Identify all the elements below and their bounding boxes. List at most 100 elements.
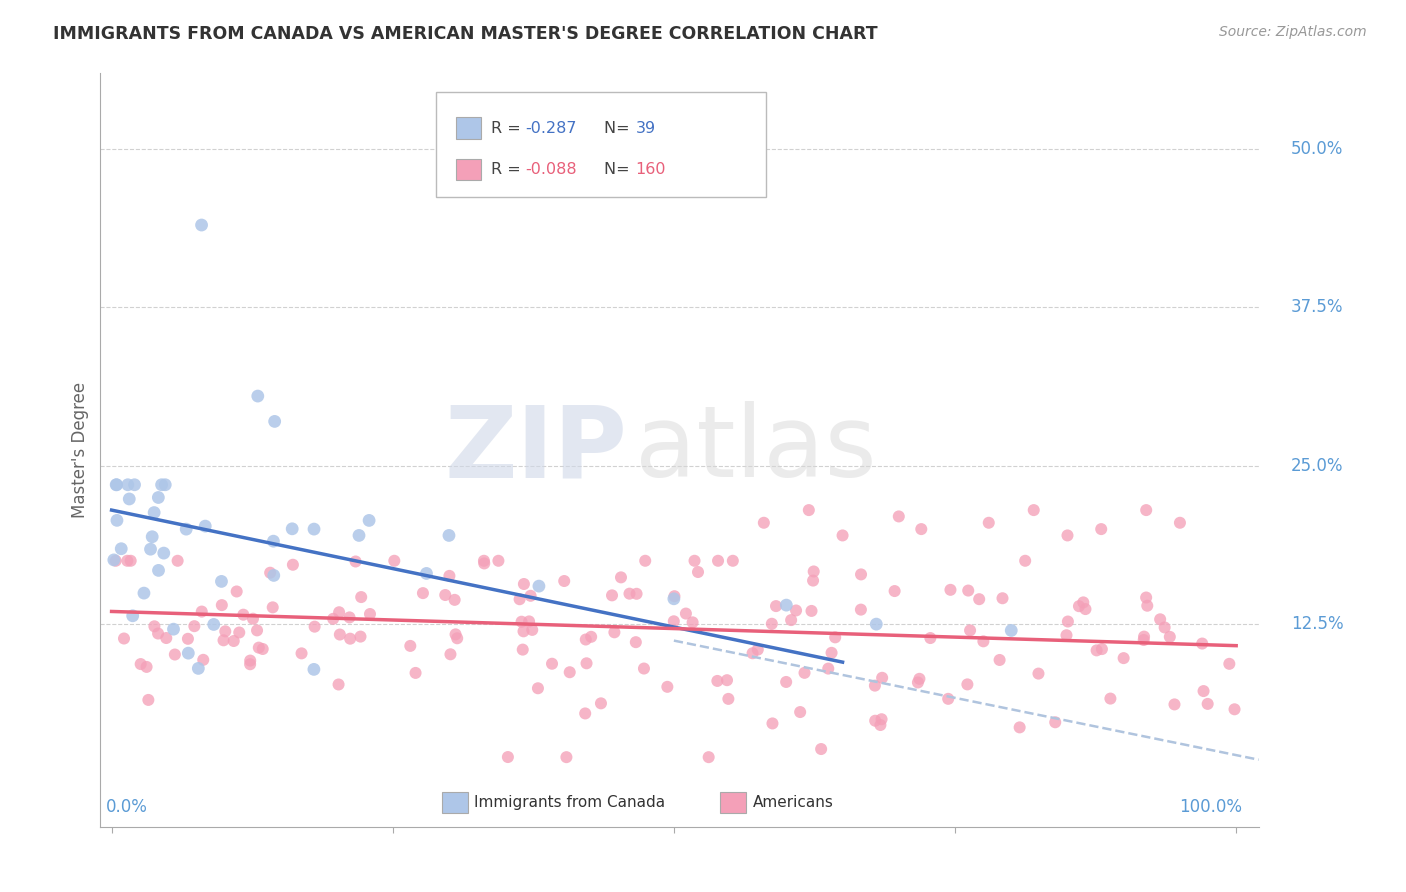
Point xyxy=(870,712,893,726)
Point xyxy=(1028,666,1050,681)
Point xyxy=(290,646,312,660)
Point xyxy=(155,477,177,491)
Point xyxy=(512,642,534,657)
Point xyxy=(991,591,1014,606)
Point xyxy=(399,639,422,653)
Point xyxy=(163,648,186,662)
Point xyxy=(302,522,325,536)
Point xyxy=(1223,702,1246,716)
Point xyxy=(302,662,325,676)
Point xyxy=(657,680,679,694)
Point xyxy=(721,554,744,568)
Point xyxy=(775,598,797,612)
Point xyxy=(747,642,769,657)
Point xyxy=(202,617,225,632)
Point xyxy=(793,665,815,680)
Point xyxy=(519,589,541,603)
Text: Immigrants from Canada: Immigrants from Canada xyxy=(474,796,665,810)
Point xyxy=(1168,516,1191,530)
Point xyxy=(143,619,166,633)
Point xyxy=(222,634,245,648)
Point xyxy=(105,477,128,491)
Point xyxy=(496,750,519,764)
Point xyxy=(143,506,166,520)
Point xyxy=(183,619,205,633)
Point xyxy=(174,522,197,536)
Point xyxy=(717,692,740,706)
Point xyxy=(936,691,959,706)
Point xyxy=(1045,715,1067,730)
Point xyxy=(1056,528,1078,542)
Point xyxy=(1074,602,1097,616)
Point xyxy=(141,530,163,544)
Point xyxy=(148,491,170,505)
Point xyxy=(801,574,824,588)
Point xyxy=(263,568,285,582)
Point xyxy=(166,554,188,568)
Text: 50.0%: 50.0% xyxy=(1291,140,1344,158)
Point xyxy=(1057,615,1080,629)
Y-axis label: Master's Degree: Master's Degree xyxy=(72,382,89,518)
Text: R =: R = xyxy=(491,120,526,136)
Point xyxy=(193,653,215,667)
Point xyxy=(579,630,602,644)
Point xyxy=(1135,591,1157,605)
Text: N=: N= xyxy=(605,120,636,136)
Point xyxy=(139,542,162,557)
Point xyxy=(610,570,633,584)
Point xyxy=(339,610,361,624)
Point xyxy=(135,660,157,674)
Point xyxy=(211,574,233,589)
Point xyxy=(697,750,720,764)
Point xyxy=(1132,633,1154,648)
Point xyxy=(259,566,281,580)
Point xyxy=(517,615,540,629)
Point xyxy=(242,612,264,626)
Point xyxy=(574,706,596,721)
Point xyxy=(824,631,846,645)
Point xyxy=(510,615,533,629)
Point xyxy=(797,503,820,517)
Point xyxy=(553,574,575,588)
Point xyxy=(910,522,932,536)
Point xyxy=(675,607,697,621)
Point xyxy=(513,577,536,591)
Point xyxy=(1159,630,1181,644)
Point xyxy=(603,625,626,640)
Point xyxy=(281,522,304,536)
Text: R =: R = xyxy=(491,162,526,177)
Point xyxy=(870,671,893,685)
Point xyxy=(239,654,262,668)
FancyBboxPatch shape xyxy=(441,792,468,814)
Point xyxy=(486,554,509,568)
Point xyxy=(262,600,284,615)
Point xyxy=(225,584,247,599)
Point xyxy=(187,661,209,675)
Point xyxy=(1085,643,1108,657)
Point xyxy=(1191,636,1213,650)
Point xyxy=(177,632,200,646)
Point xyxy=(359,607,381,621)
Point xyxy=(849,567,872,582)
Point xyxy=(509,592,531,607)
Point xyxy=(138,693,160,707)
Point xyxy=(957,583,980,598)
Point xyxy=(1192,684,1215,698)
Point xyxy=(555,750,578,764)
Point xyxy=(810,742,832,756)
Point xyxy=(619,587,641,601)
Point xyxy=(105,513,128,527)
Point xyxy=(228,625,250,640)
Point xyxy=(907,675,929,690)
Point xyxy=(349,630,371,644)
Point xyxy=(194,519,217,533)
Point xyxy=(281,558,304,572)
Point xyxy=(1090,522,1112,536)
Point xyxy=(589,696,612,710)
Point xyxy=(155,631,177,645)
Point xyxy=(105,477,128,491)
Text: -0.287: -0.287 xyxy=(526,120,576,136)
Point xyxy=(439,569,461,583)
Point xyxy=(132,586,155,600)
Point xyxy=(831,528,853,542)
